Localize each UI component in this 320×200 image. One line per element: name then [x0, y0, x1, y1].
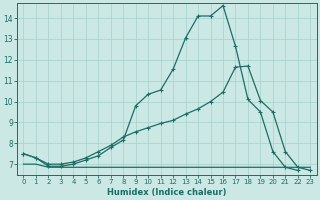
X-axis label: Humidex (Indice chaleur): Humidex (Indice chaleur)	[107, 188, 227, 197]
